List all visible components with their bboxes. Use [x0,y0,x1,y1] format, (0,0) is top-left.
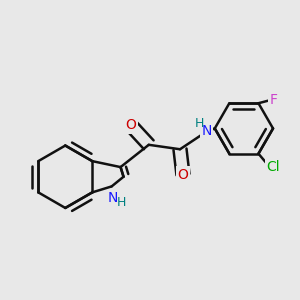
Text: N: N [108,191,118,205]
Text: F: F [269,93,277,107]
Text: H: H [195,117,204,130]
Text: O: O [125,118,136,133]
Text: H: H [117,196,126,209]
Text: O: O [178,167,188,182]
Text: Cl: Cl [266,160,280,174]
Text: N: N [202,124,212,138]
